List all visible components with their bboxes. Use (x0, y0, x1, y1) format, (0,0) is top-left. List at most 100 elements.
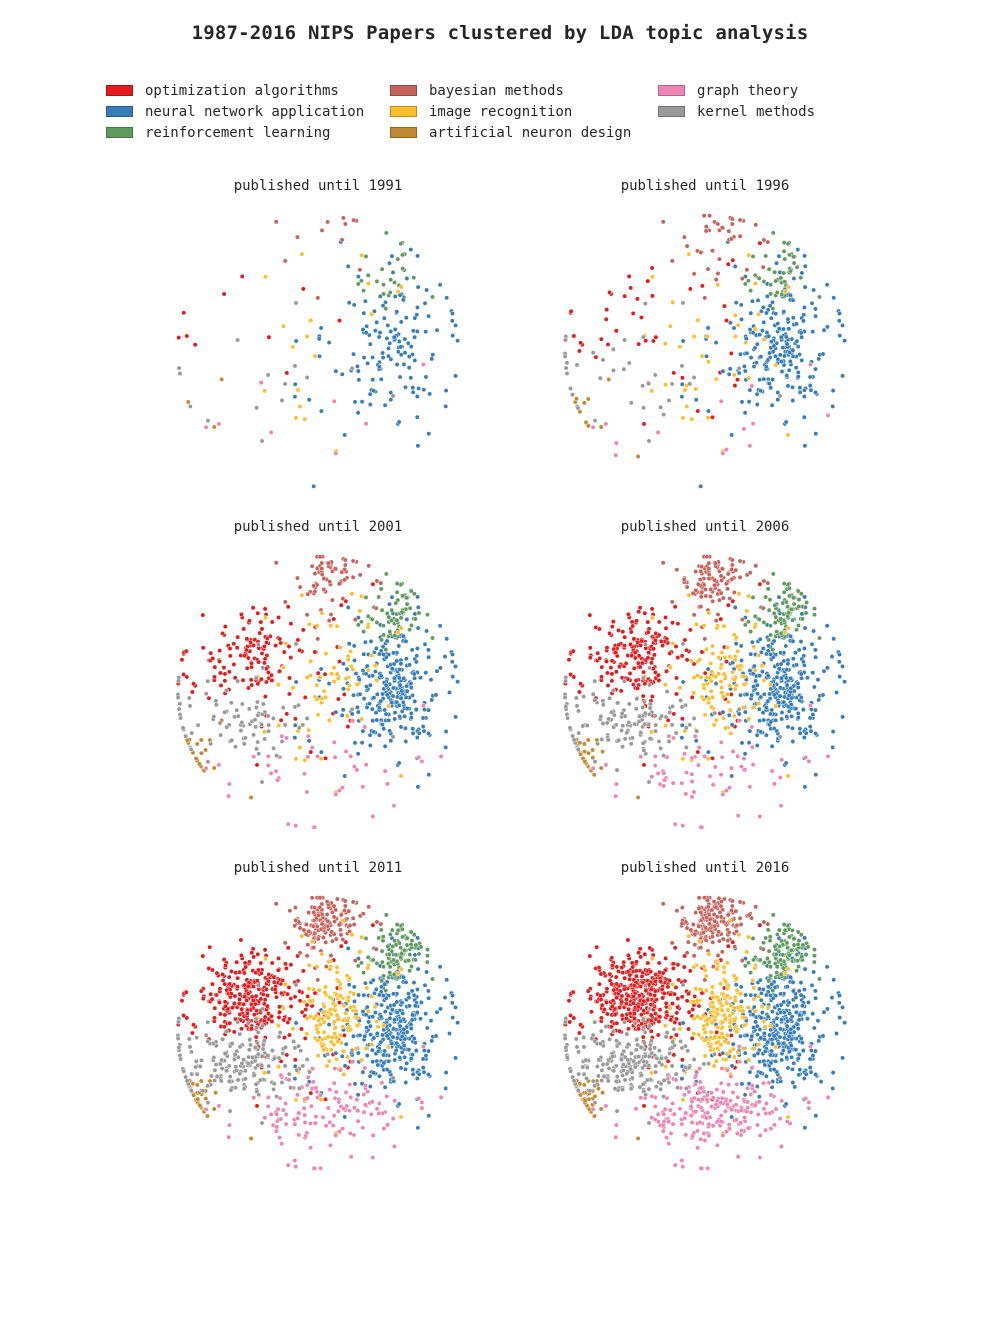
data-point (189, 1030, 195, 1036)
data-point (797, 730, 803, 736)
data-point (747, 784, 753, 790)
data-point (357, 949, 363, 955)
data-point (703, 646, 709, 652)
data-point (273, 901, 279, 907)
data-point (629, 619, 635, 625)
data-point (305, 591, 311, 597)
data-point (683, 744, 689, 750)
data-point (191, 681, 197, 687)
data-point (394, 922, 400, 928)
data-point (570, 989, 576, 995)
data-point (259, 722, 265, 728)
data-point (398, 1018, 404, 1024)
data-point (380, 1052, 386, 1058)
data-point (682, 751, 687, 757)
data-point (367, 1073, 373, 1079)
data-point (374, 717, 380, 723)
data-point (679, 780, 685, 786)
data-point (304, 953, 310, 959)
data-point (357, 608, 363, 614)
data-point (269, 1013, 274, 1019)
data-point (407, 952, 413, 958)
data-point (254, 1040, 260, 1046)
data-point (235, 1019, 241, 1025)
data-point (608, 1024, 614, 1030)
data-point (369, 1042, 375, 1048)
data-point (341, 691, 347, 697)
data-point (265, 978, 271, 984)
data-point (598, 424, 604, 430)
data-point (386, 717, 392, 723)
data-point (599, 737, 605, 742)
data-point (281, 1017, 287, 1023)
data-point (765, 1039, 771, 1045)
data-point (391, 957, 397, 963)
data-point (364, 1004, 370, 1010)
data-point (641, 669, 647, 675)
data-point (830, 388, 836, 394)
data-point (191, 1092, 197, 1098)
data-point (671, 735, 676, 741)
series-image-recognition (642, 251, 791, 454)
data-point (652, 637, 658, 643)
data-point (355, 622, 361, 628)
data-point (597, 993, 603, 999)
data-point (686, 592, 692, 598)
data-point (189, 1049, 194, 1055)
data-point (749, 744, 755, 750)
data-point (641, 405, 647, 411)
data-point (314, 964, 320, 970)
data-point (365, 272, 371, 278)
data-point (383, 299, 388, 305)
data-point (222, 999, 228, 1005)
data-point (385, 322, 391, 328)
data-point (684, 584, 690, 590)
series-image-recognition (262, 251, 404, 454)
data-point (609, 671, 615, 677)
data-point (272, 1055, 278, 1061)
data-point (271, 745, 277, 751)
data-point (795, 1026, 801, 1032)
data-point (408, 247, 414, 253)
data-point (370, 1132, 376, 1138)
data-point (356, 377, 362, 383)
data-point (301, 999, 307, 1005)
data-point (430, 635, 435, 641)
data-point (785, 661, 791, 667)
data-point (340, 1024, 346, 1030)
data-point (336, 922, 342, 928)
data-point (404, 683, 410, 689)
data-point (421, 728, 427, 734)
data-point (198, 1078, 204, 1084)
legend-item: image recognition (390, 101, 572, 122)
data-point (606, 716, 612, 722)
data-point (269, 678, 275, 683)
data-point (596, 981, 602, 987)
data-point (757, 673, 763, 679)
data-point (578, 1022, 584, 1028)
data-point (799, 611, 805, 617)
panel-title: published until 2016 (620, 860, 790, 876)
data-point (416, 730, 422, 736)
data-point (232, 993, 238, 999)
data-point (801, 387, 807, 393)
data-point (186, 1036, 192, 1042)
data-point (408, 929, 414, 935)
data-point (636, 653, 642, 659)
data-point (798, 695, 804, 700)
data-point (604, 645, 610, 651)
data-point (639, 1021, 645, 1027)
data-point (729, 722, 735, 728)
data-point (640, 383, 646, 389)
data-point (611, 724, 617, 730)
data-point (599, 1002, 605, 1008)
data-point (447, 1031, 452, 1036)
data-point (768, 682, 773, 688)
data-point (304, 1095, 310, 1101)
data-point (383, 682, 389, 688)
data-point (376, 364, 382, 370)
data-point (437, 665, 443, 671)
data-point (645, 278, 651, 284)
data-point (801, 662, 807, 668)
data-point (720, 595, 726, 601)
